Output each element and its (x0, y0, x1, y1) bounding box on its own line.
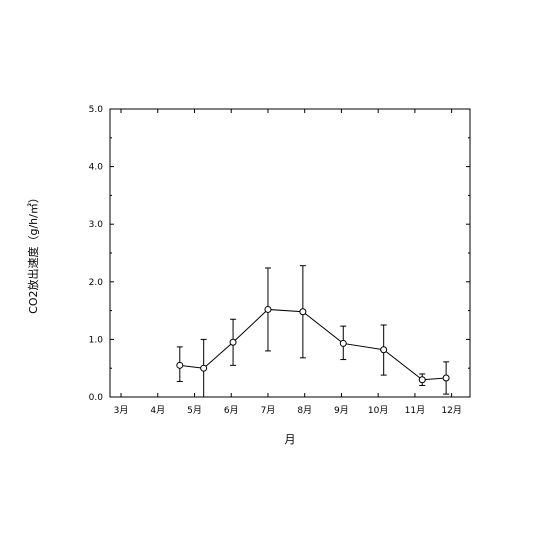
x-tick-label: 12月 (441, 405, 461, 416)
axis-ticks (110, 108, 470, 398)
y-axis-title: CO2放出速度（g/h/㎡） (26, 192, 40, 314)
data-point (339, 339, 347, 347)
y-tick-label: 1.0 (89, 335, 104, 345)
data-point (264, 305, 272, 313)
plot-frame (109, 108, 471, 398)
x-tick-label: 8月 (297, 405, 312, 416)
data-point (380, 346, 388, 354)
data-point (299, 308, 307, 316)
data-point (442, 374, 450, 382)
data-point (418, 376, 426, 384)
x-tick-label: 7月 (261, 405, 276, 416)
y-tick-label: 5.0 (89, 105, 104, 115)
y-tick-label: 0.0 (89, 393, 104, 403)
x-tick-label: 4月 (150, 405, 165, 416)
x-axis-title: 月 (285, 433, 296, 446)
x-tick-labels: 3月 4月 5月 6月 7月 8月 9月 10月 11月 12月 (114, 405, 462, 416)
x-tick-label: 10月 (368, 405, 388, 416)
x-tick-label: 3月 (114, 405, 129, 416)
series-line (179, 308, 447, 381)
y-tick-labels: 0.0 1.0 2.0 3.0 4.0 5.0 (89, 105, 104, 403)
x-tick-label: 5月 (187, 405, 202, 416)
data-point (229, 338, 237, 346)
x-tick-label: 9月 (334, 405, 349, 416)
series-layer (176, 265, 450, 398)
y-tick-label: 2.0 (89, 278, 104, 288)
y-tick-label: 4.0 (89, 163, 104, 173)
data-point (176, 361, 184, 369)
data-point (200, 364, 208, 372)
x-tick-label: 6月 (224, 405, 239, 416)
y-tick-label: 3.0 (89, 220, 104, 230)
x-tick-label: 11月 (405, 405, 425, 416)
